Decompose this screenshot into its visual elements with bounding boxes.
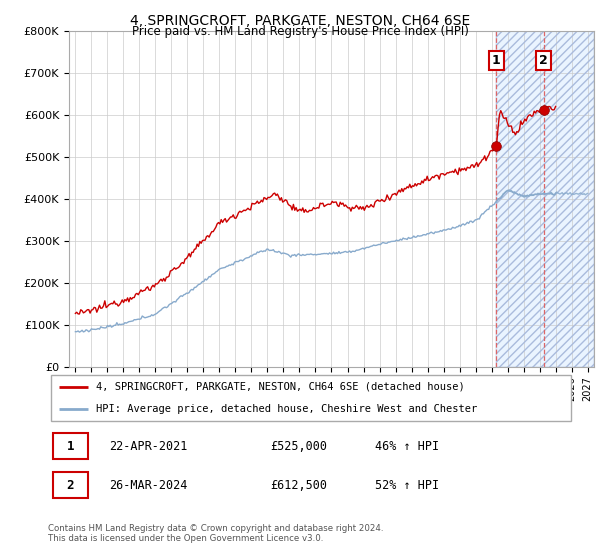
Text: 2: 2 xyxy=(539,54,548,67)
Text: 26-MAR-2024: 26-MAR-2024 xyxy=(109,479,187,492)
Bar xyxy=(496,31,594,367)
Text: 22-APR-2021: 22-APR-2021 xyxy=(109,440,187,453)
Text: 1: 1 xyxy=(492,54,501,67)
Text: HPI: Average price, detached house, Cheshire West and Chester: HPI: Average price, detached house, Ches… xyxy=(95,404,477,414)
Text: 4, SPRINGCROFT, PARKGATE, NESTON, CH64 6SE (detached house): 4, SPRINGCROFT, PARKGATE, NESTON, CH64 6… xyxy=(95,382,464,392)
Text: 1: 1 xyxy=(67,440,74,453)
Text: £612,500: £612,500 xyxy=(270,479,327,492)
FancyBboxPatch shape xyxy=(53,472,88,498)
Text: 52% ↑ HPI: 52% ↑ HPI xyxy=(376,479,439,492)
Text: 46% ↑ HPI: 46% ↑ HPI xyxy=(376,440,439,453)
Bar xyxy=(496,31,594,367)
Text: 4, SPRINGCROFT, PARKGATE, NESTON, CH64 6SE: 4, SPRINGCROFT, PARKGATE, NESTON, CH64 6… xyxy=(130,14,470,28)
FancyBboxPatch shape xyxy=(53,433,88,459)
Text: Price paid vs. HM Land Registry's House Price Index (HPI): Price paid vs. HM Land Registry's House … xyxy=(131,25,469,38)
Text: 2: 2 xyxy=(67,479,74,492)
Text: £525,000: £525,000 xyxy=(270,440,327,453)
FancyBboxPatch shape xyxy=(50,375,571,421)
Text: Contains HM Land Registry data © Crown copyright and database right 2024.
This d: Contains HM Land Registry data © Crown c… xyxy=(48,524,383,543)
